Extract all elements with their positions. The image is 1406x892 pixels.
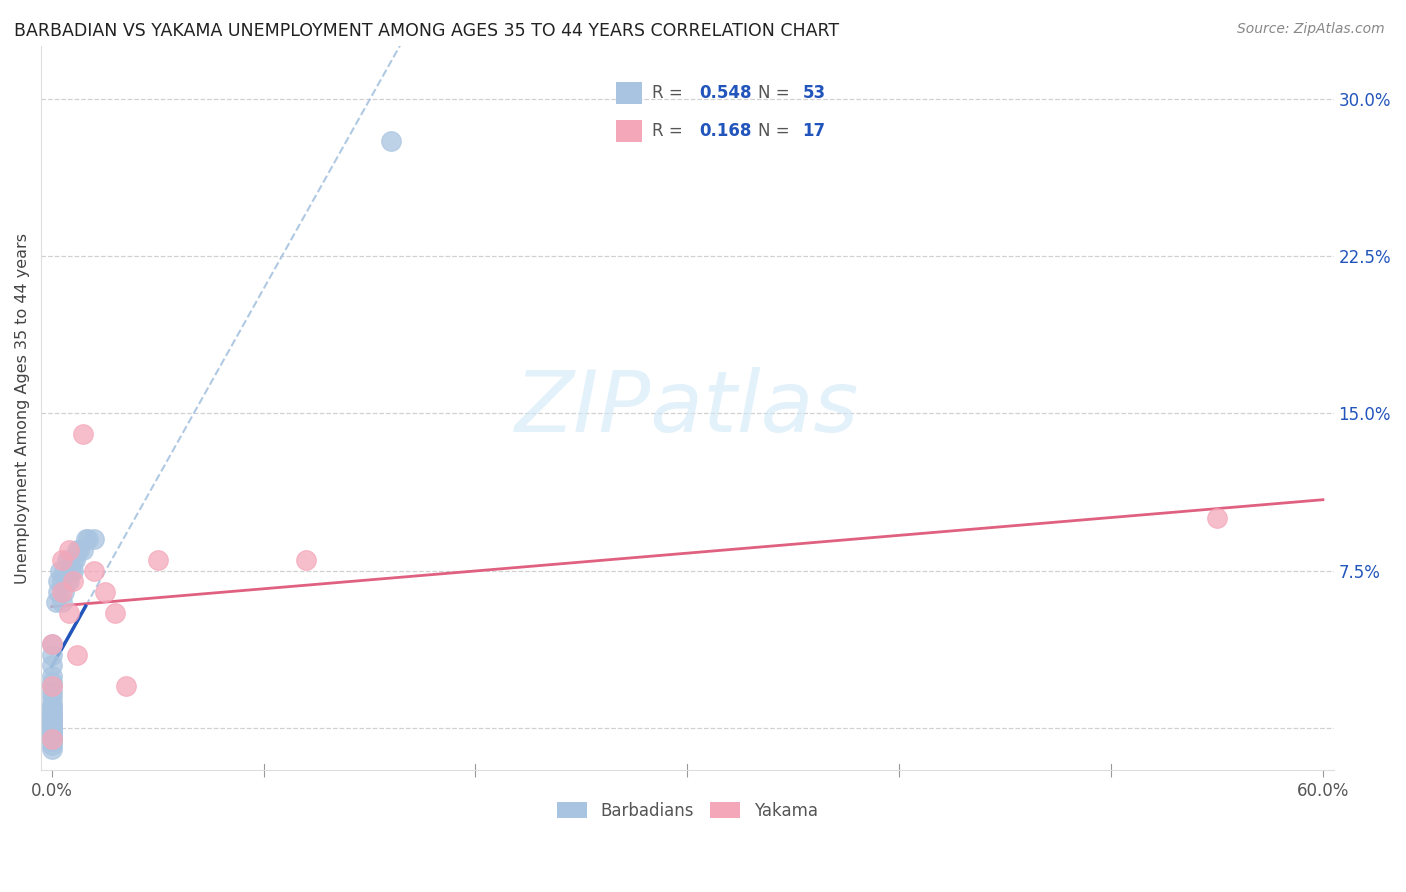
Point bbox=[41, 716, 63, 731]
Point bbox=[104, 606, 127, 620]
Point bbox=[55, 553, 77, 567]
Point bbox=[41, 725, 63, 739]
Point bbox=[115, 679, 138, 693]
Point bbox=[93, 584, 115, 599]
Point bbox=[41, 708, 63, 723]
Point bbox=[58, 553, 80, 567]
Point bbox=[72, 542, 94, 557]
Point bbox=[41, 719, 63, 733]
Point bbox=[41, 730, 63, 744]
Point bbox=[53, 564, 76, 578]
Point bbox=[46, 584, 69, 599]
Point bbox=[41, 714, 63, 729]
Point bbox=[1206, 511, 1229, 525]
Point bbox=[75, 533, 97, 547]
Point bbox=[41, 706, 63, 721]
Point bbox=[41, 690, 63, 704]
Point bbox=[380, 134, 402, 148]
Text: BARBADIAN VS YAKAMA UNEMPLOYMENT AMONG AGES 35 TO 44 YEARS CORRELATION CHART: BARBADIAN VS YAKAMA UNEMPLOYMENT AMONG A… bbox=[14, 22, 839, 40]
Point bbox=[41, 679, 63, 693]
Point bbox=[51, 553, 73, 567]
Point bbox=[41, 731, 63, 746]
Point bbox=[41, 648, 63, 662]
Point bbox=[41, 696, 63, 710]
Text: ZIPatlas: ZIPatlas bbox=[515, 367, 859, 450]
Point bbox=[41, 685, 63, 699]
Point bbox=[41, 721, 63, 735]
Point bbox=[146, 553, 169, 567]
Point bbox=[41, 700, 63, 714]
Point bbox=[51, 584, 73, 599]
Point bbox=[41, 668, 63, 682]
Point bbox=[59, 564, 82, 578]
Point bbox=[41, 723, 63, 738]
Point bbox=[45, 595, 67, 609]
Point bbox=[41, 658, 63, 673]
Point bbox=[62, 553, 84, 567]
Point bbox=[67, 542, 90, 557]
Point bbox=[51, 574, 73, 589]
Point bbox=[83, 564, 105, 578]
Point bbox=[63, 553, 86, 567]
Point bbox=[41, 704, 63, 718]
Point bbox=[66, 542, 89, 557]
Point bbox=[66, 648, 89, 662]
Point bbox=[41, 637, 63, 651]
Point bbox=[46, 574, 69, 589]
Point bbox=[58, 574, 80, 589]
Text: Source: ZipAtlas.com: Source: ZipAtlas.com bbox=[1237, 22, 1385, 37]
Point bbox=[55, 574, 77, 589]
Point bbox=[51, 595, 73, 609]
Point bbox=[83, 533, 105, 547]
Point bbox=[41, 679, 63, 693]
Point bbox=[41, 710, 63, 724]
Point bbox=[72, 427, 94, 442]
Point bbox=[49, 564, 72, 578]
Point bbox=[41, 738, 63, 752]
Point bbox=[41, 731, 63, 746]
Point bbox=[53, 584, 76, 599]
Point bbox=[41, 700, 63, 714]
Point bbox=[76, 533, 98, 547]
Y-axis label: Unemployment Among Ages 35 to 44 years: Unemployment Among Ages 35 to 44 years bbox=[15, 233, 30, 583]
Point bbox=[62, 574, 84, 589]
Point bbox=[58, 542, 80, 557]
Point bbox=[41, 637, 63, 651]
Point bbox=[62, 564, 84, 578]
Point bbox=[41, 742, 63, 756]
Point bbox=[41, 727, 63, 741]
Legend: Barbadians, Yakama: Barbadians, Yakama bbox=[550, 796, 824, 827]
Point bbox=[41, 733, 63, 747]
Point bbox=[41, 674, 63, 689]
Point bbox=[58, 606, 80, 620]
Point bbox=[41, 721, 63, 735]
Point bbox=[41, 713, 63, 727]
Point bbox=[295, 553, 318, 567]
Point bbox=[41, 710, 63, 724]
